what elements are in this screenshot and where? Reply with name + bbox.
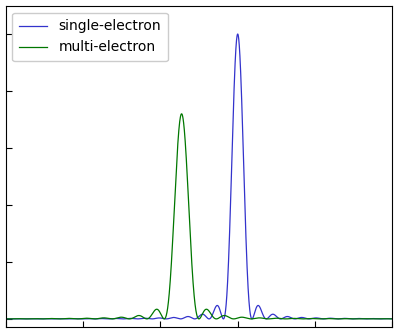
single-electron [78,317,83,321]
Line: multi-electron: multi-electron [6,114,392,319]
multi-electron [6,317,10,321]
single-electron [3,317,8,321]
multi-electron [3,317,8,321]
single-electron [151,317,156,321]
multi-electron [292,316,297,320]
single-electron [255,304,260,308]
single-electron [235,32,240,36]
single-electron [390,317,395,321]
single-electron [322,317,326,321]
Legend: single-electron, multi-electron: single-electron, multi-electron [12,13,168,61]
multi-electron [74,317,78,321]
multi-electron [235,316,240,320]
Line: single-electron: single-electron [6,34,392,319]
multi-electron [390,317,395,321]
single-electron [74,317,78,321]
single-electron [292,317,297,321]
multi-electron [179,112,184,116]
multi-electron [255,316,260,320]
single-electron [235,32,240,36]
multi-electron [322,317,326,321]
multi-electron [151,310,156,314]
